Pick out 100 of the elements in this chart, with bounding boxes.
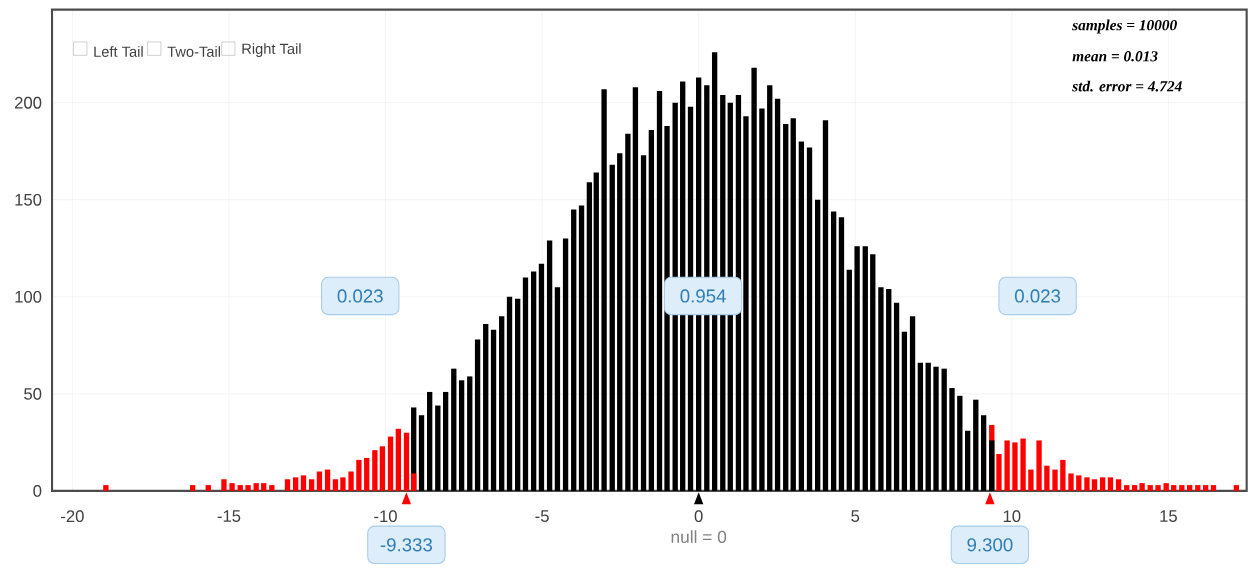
bar [1210, 485, 1217, 491]
bar [751, 67, 757, 491]
bar [427, 391, 433, 491]
bar [499, 316, 505, 491]
bar [269, 485, 275, 491]
bar [774, 98, 781, 491]
bar [189, 485, 196, 491]
y-tick-label: 200 [15, 96, 42, 109]
bar [1091, 479, 1098, 491]
bar [830, 211, 837, 491]
bar [442, 391, 449, 491]
bar [261, 483, 267, 491]
bar [324, 469, 331, 491]
bar [609, 164, 615, 491]
bar [474, 339, 481, 491]
bar [356, 459, 362, 491]
bar [245, 485, 251, 491]
bar [790, 118, 796, 491]
bar [854, 246, 860, 491]
bar [387, 436, 394, 491]
bar [451, 368, 457, 491]
bar [372, 450, 378, 491]
annotation: Right Tail [242, 43, 301, 57]
bar [348, 471, 354, 491]
bar [957, 395, 963, 491]
annotation: Left Tail [94, 46, 143, 57]
bar [221, 479, 227, 491]
bar [554, 287, 561, 491]
bar [332, 479, 339, 491]
bar [625, 133, 631, 491]
bar [941, 368, 947, 491]
bar [656, 91, 663, 491]
annotation: 0.023 [1014, 289, 1061, 303]
bar [1052, 469, 1058, 491]
bar [893, 302, 900, 491]
bar [617, 153, 623, 491]
bar [822, 120, 829, 491]
bar [1171, 485, 1177, 491]
annotation: -9.333 [380, 538, 433, 552]
bar [1124, 485, 1130, 491]
bar [1187, 485, 1193, 491]
bar [1068, 473, 1074, 491]
bar [418, 415, 425, 491]
bar [229, 483, 235, 491]
bar [1107, 477, 1114, 491]
bar [973, 399, 979, 491]
bar [1233, 485, 1239, 491]
annotation: samples = 10000 [1072, 19, 1177, 34]
bar [901, 331, 908, 491]
bar [205, 485, 211, 491]
bar [411, 473, 417, 491]
bar [1004, 440, 1010, 491]
bar [767, 85, 773, 491]
bar [601, 89, 607, 491]
bar [815, 199, 821, 491]
bar [578, 205, 585, 491]
bar [648, 129, 655, 491]
bar [300, 475, 307, 491]
bar [640, 155, 647, 491]
bar [103, 485, 109, 491]
bar [458, 380, 465, 491]
bar [1060, 459, 1066, 491]
annotation: Two-Tail [167, 46, 220, 57]
bar [284, 479, 291, 491]
bar [783, 124, 789, 491]
bar [522, 277, 529, 491]
bar [586, 182, 593, 491]
bar [838, 217, 845, 491]
bar [435, 405, 441, 491]
x-tick-label: 0 [694, 510, 703, 523]
bar [364, 457, 370, 491]
bar [996, 454, 1002, 491]
bar [909, 316, 916, 491]
bar [632, 87, 639, 491]
bar [1179, 485, 1185, 491]
bar [870, 254, 876, 491]
bar [1099, 477, 1106, 491]
annotation: 9.300 [967, 538, 1013, 552]
bar [1195, 485, 1201, 491]
bar [1020, 438, 1026, 491]
x-tick-label: -5 [535, 510, 549, 522]
bar [308, 479, 315, 491]
bar [538, 263, 545, 491]
bar [798, 141, 805, 491]
bar [571, 209, 577, 491]
bar [292, 477, 299, 491]
bar [1147, 485, 1153, 491]
annotation: mean = 0.013 [1072, 51, 1158, 62]
bar [886, 289, 892, 491]
y-tick-label: 50 [24, 387, 42, 400]
y-tick-label: 0 [33, 485, 42, 497]
bar [925, 362, 931, 491]
bar [1131, 485, 1138, 491]
bar [530, 271, 537, 491]
bar [562, 238, 569, 491]
y-tick-label: 100 [15, 290, 42, 303]
bar [316, 471, 323, 491]
bar [593, 172, 599, 491]
bar [1202, 485, 1209, 491]
bar [379, 446, 386, 491]
